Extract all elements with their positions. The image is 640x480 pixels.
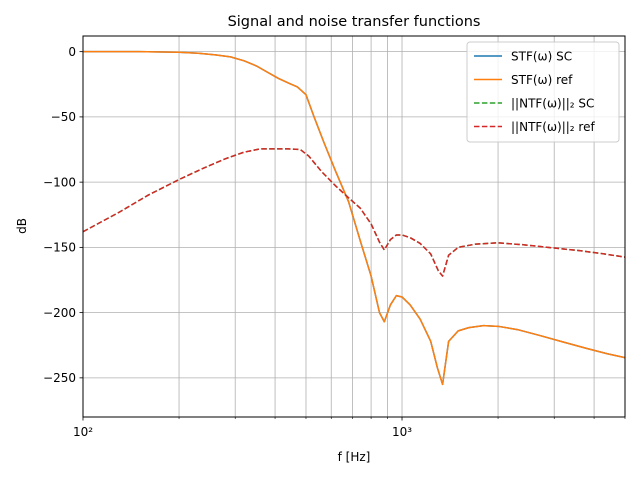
y-tick-label: −200 [43, 306, 76, 320]
y-tick-label: −50 [51, 110, 76, 124]
series-line-2 [83, 50, 625, 386]
tick-labels: 10² 10³ 0 −50 −100 −150 −200 −250 [43, 45, 412, 439]
x-tick-label: 10² [73, 425, 93, 439]
y-tick-label: 0 [68, 45, 76, 59]
legend-label-4: ||NTF(ω)||₂ ref [511, 120, 595, 134]
series-group [83, 50, 625, 386]
y-axis-label: dB [15, 218, 29, 234]
legend-box [466, 41, 620, 143]
y-tick-label: −150 [43, 241, 76, 255]
legend-label-1: STF(ω) SC [511, 49, 572, 63]
grid [82, 36, 626, 417]
legend-label-3: ||NTF(ω)||₂ SC [511, 96, 594, 110]
y-tick-label: −250 [43, 371, 76, 385]
plot-frame [82, 35, 626, 418]
x-axis-label: f [Hz] [338, 450, 371, 464]
chart-title: Signal and noise transfer functions [228, 14, 481, 30]
series-line-4 [83, 148, 625, 277]
x-tick-label: 10³ [392, 425, 412, 439]
ticks [79, 51, 626, 421]
legend: STF(ω) SC STF(ω) ref ||NTF(ω)||₂ SC ||NTF(ω… [466, 41, 620, 143]
y-tick-label: −100 [43, 175, 76, 189]
legend-label-2: STF(ω) ref [511, 73, 573, 87]
